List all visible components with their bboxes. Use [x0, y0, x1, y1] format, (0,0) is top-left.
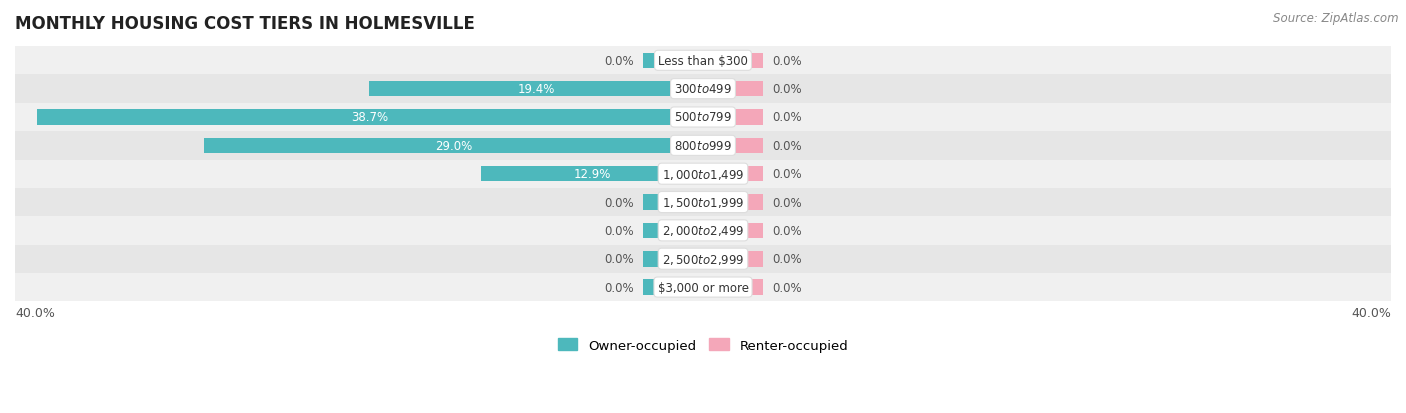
- Text: $300 to $499: $300 to $499: [673, 83, 733, 96]
- Text: 40.0%: 40.0%: [15, 306, 55, 320]
- Text: $1,000 to $1,499: $1,000 to $1,499: [662, 167, 744, 181]
- Bar: [643, 280, 703, 295]
- Text: $800 to $999: $800 to $999: [673, 140, 733, 152]
- Bar: [643, 223, 703, 239]
- Bar: [703, 280, 763, 295]
- Text: $2,000 to $2,499: $2,000 to $2,499: [662, 224, 744, 238]
- Text: 0.0%: 0.0%: [772, 140, 801, 152]
- Text: 12.9%: 12.9%: [574, 168, 610, 181]
- Bar: [15, 104, 1391, 132]
- Text: 0.0%: 0.0%: [605, 281, 634, 294]
- Text: 0.0%: 0.0%: [772, 111, 801, 124]
- Text: $500 to $799: $500 to $799: [673, 111, 733, 124]
- Bar: [15, 47, 1391, 75]
- Bar: [703, 82, 763, 97]
- Text: 0.0%: 0.0%: [772, 196, 801, 209]
- Text: 40.0%: 40.0%: [1351, 306, 1391, 320]
- Text: 0.0%: 0.0%: [772, 281, 801, 294]
- Bar: [15, 245, 1391, 273]
- Text: 38.7%: 38.7%: [352, 111, 388, 124]
- Bar: [703, 110, 763, 126]
- Bar: [703, 53, 763, 69]
- Bar: [703, 223, 763, 239]
- Text: 0.0%: 0.0%: [772, 83, 801, 96]
- Text: $3,000 or more: $3,000 or more: [658, 281, 748, 294]
- Text: Less than $300: Less than $300: [658, 55, 748, 68]
- Bar: [643, 53, 703, 69]
- Text: 0.0%: 0.0%: [772, 55, 801, 68]
- Text: 19.4%: 19.4%: [517, 83, 555, 96]
- Bar: [15, 217, 1391, 245]
- Bar: [703, 195, 763, 210]
- Text: $2,500 to $2,999: $2,500 to $2,999: [662, 252, 744, 266]
- Text: $1,500 to $1,999: $1,500 to $1,999: [662, 196, 744, 209]
- Text: 0.0%: 0.0%: [772, 253, 801, 266]
- Text: 0.0%: 0.0%: [605, 196, 634, 209]
- Text: 0.0%: 0.0%: [605, 253, 634, 266]
- Bar: [15, 273, 1391, 301]
- Bar: [15, 188, 1391, 217]
- Bar: [15, 75, 1391, 104]
- Text: 0.0%: 0.0%: [772, 224, 801, 237]
- Bar: [703, 166, 763, 182]
- Text: 0.0%: 0.0%: [605, 224, 634, 237]
- Bar: [703, 138, 763, 154]
- Bar: [15, 132, 1391, 160]
- Bar: [643, 252, 703, 267]
- Text: 29.0%: 29.0%: [434, 140, 472, 152]
- Bar: [15, 160, 1391, 188]
- Text: 0.0%: 0.0%: [772, 168, 801, 181]
- Bar: [204, 138, 703, 154]
- Legend: Owner-occupied, Renter-occupied: Owner-occupied, Renter-occupied: [553, 333, 853, 357]
- Bar: [643, 195, 703, 210]
- Text: MONTHLY HOUSING COST TIERS IN HOLMESVILLE: MONTHLY HOUSING COST TIERS IN HOLMESVILL…: [15, 15, 475, 33]
- Text: 0.0%: 0.0%: [605, 55, 634, 68]
- Bar: [703, 252, 763, 267]
- Text: Source: ZipAtlas.com: Source: ZipAtlas.com: [1274, 12, 1399, 25]
- Bar: [38, 110, 703, 126]
- Bar: [370, 82, 703, 97]
- Bar: [481, 166, 703, 182]
